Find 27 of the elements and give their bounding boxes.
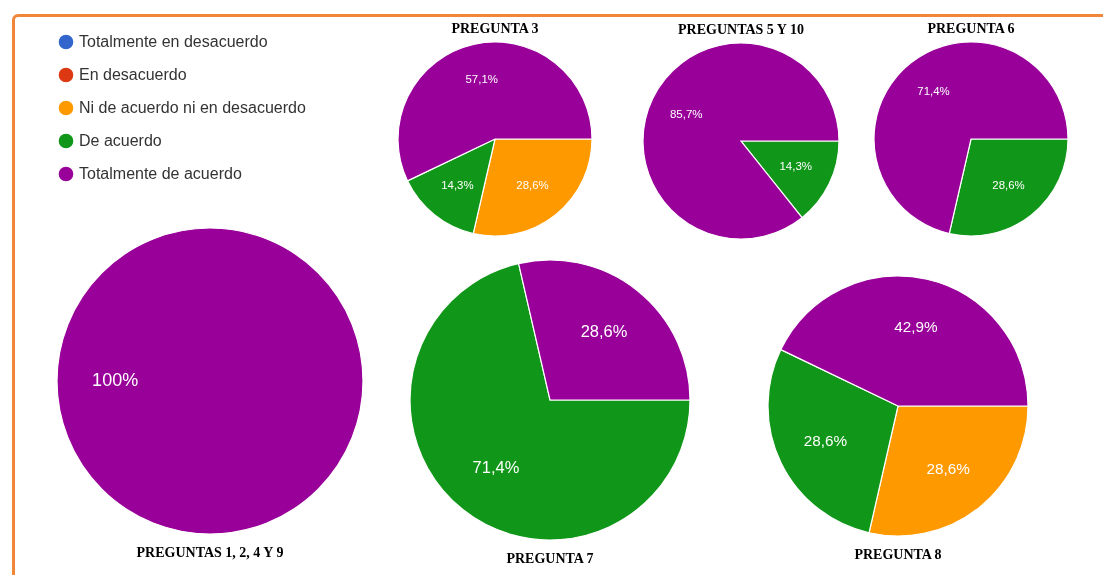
data-label: 14,3%	[441, 178, 474, 191]
pie-slice	[409, 262, 691, 541]
chart-title: PREGUNTA 6	[927, 20, 1015, 36]
data-label: 71,4%	[917, 84, 950, 97]
data-label: 28,6%	[926, 460, 971, 478]
data-label: 100%	[92, 370, 139, 390]
legend-label: En desacuerdo	[79, 66, 187, 83]
text: PREGUNTAS 1, 2, 4 Y 9	[136, 545, 284, 561]
text: PREGUNTA 8	[854, 547, 942, 563]
pie-slice	[873, 41, 1069, 235]
chart-title: PREGUNTA 3	[451, 20, 539, 36]
text: PREGUNTA 7	[506, 551, 594, 567]
data-label: 71,4%	[472, 457, 520, 476]
data-label: 57,1%	[465, 73, 498, 86]
legend-label: Ni de acuerdo ni en desacuerdo	[79, 99, 306, 116]
data-label: 28,6%	[516, 179, 549, 192]
pie-slice	[642, 42, 840, 240]
data-label: 28,6%	[580, 322, 628, 341]
legend-label: Totalmente en desacuerdo	[79, 33, 268, 50]
data-label: 14,3%	[779, 160, 813, 173]
data-label: 28,6%	[992, 179, 1025, 192]
legend-label: Totalmente de acuerdo	[79, 165, 242, 182]
data-label: 85,7%	[669, 107, 703, 120]
legend-label: De acuerdo	[79, 132, 162, 149]
data-label: 28,6%	[803, 431, 848, 449]
chart-title: PREGUNTAS 5 Y 10	[678, 21, 804, 37]
data-label: 42,9%	[894, 318, 939, 336]
